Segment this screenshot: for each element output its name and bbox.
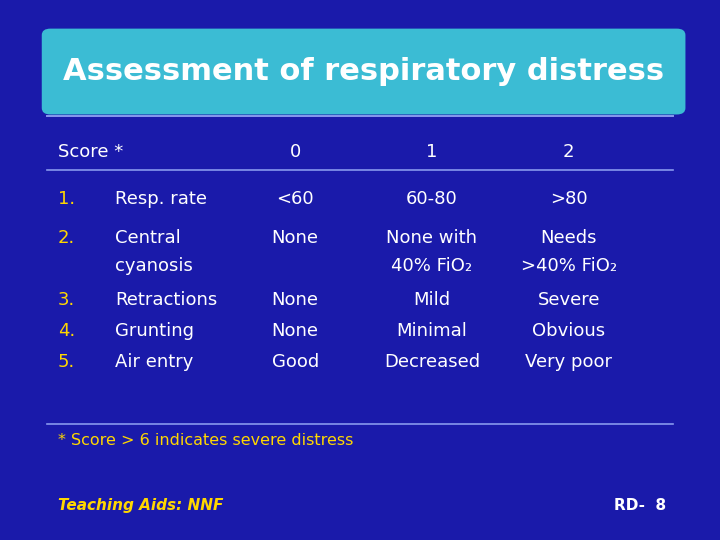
Text: >40% FiO₂: >40% FiO₂ bbox=[521, 256, 617, 275]
Text: 3.: 3. bbox=[58, 291, 75, 309]
Text: Score *: Score * bbox=[58, 143, 123, 161]
Text: 1: 1 bbox=[426, 143, 438, 161]
Text: >80: >80 bbox=[550, 190, 588, 208]
Text: None: None bbox=[271, 228, 319, 247]
Text: Central: Central bbox=[115, 228, 181, 247]
Text: Severe: Severe bbox=[538, 291, 600, 309]
Text: Very poor: Very poor bbox=[526, 353, 612, 371]
Text: Obvious: Obvious bbox=[532, 322, 606, 340]
Text: Decreased: Decreased bbox=[384, 353, 480, 371]
Text: Good: Good bbox=[271, 353, 319, 371]
Text: 2: 2 bbox=[563, 143, 575, 161]
Text: cyanosis: cyanosis bbox=[115, 256, 193, 275]
Text: Teaching Aids: NNF: Teaching Aids: NNF bbox=[58, 498, 223, 514]
Text: None with: None with bbox=[387, 228, 477, 247]
Text: 0: 0 bbox=[289, 143, 301, 161]
Text: Mild: Mild bbox=[413, 291, 451, 309]
Text: RD-  8: RD- 8 bbox=[614, 498, 666, 514]
Text: <60: <60 bbox=[276, 190, 314, 208]
Text: 40% FiO₂: 40% FiO₂ bbox=[392, 256, 472, 275]
Text: None: None bbox=[271, 291, 319, 309]
Text: Assessment of respiratory distress: Assessment of respiratory distress bbox=[63, 57, 664, 86]
Text: 4.: 4. bbox=[58, 322, 75, 340]
Text: Air entry: Air entry bbox=[115, 353, 194, 371]
Text: 1.: 1. bbox=[58, 190, 75, 208]
Text: Resp. rate: Resp. rate bbox=[115, 190, 207, 208]
Text: 5.: 5. bbox=[58, 353, 75, 371]
Text: Minimal: Minimal bbox=[397, 322, 467, 340]
Text: * Score > 6 indicates severe distress: * Score > 6 indicates severe distress bbox=[58, 433, 353, 448]
Text: Retractions: Retractions bbox=[115, 291, 217, 309]
Text: Grunting: Grunting bbox=[115, 322, 194, 340]
Text: 2.: 2. bbox=[58, 228, 75, 247]
Text: Needs: Needs bbox=[541, 228, 597, 247]
Text: 60-80: 60-80 bbox=[406, 190, 458, 208]
Text: None: None bbox=[271, 322, 319, 340]
